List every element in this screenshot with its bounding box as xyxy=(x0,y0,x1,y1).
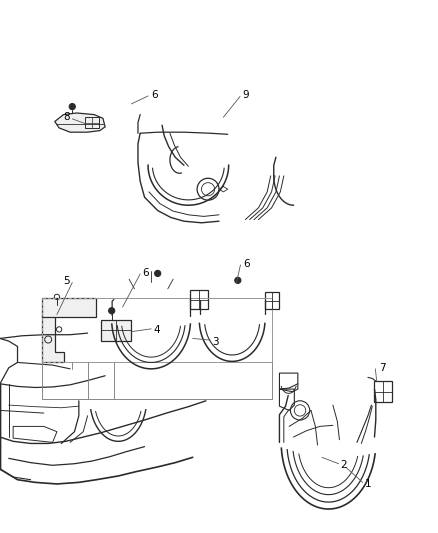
Text: 4: 4 xyxy=(153,326,160,335)
Polygon shape xyxy=(42,298,96,317)
Circle shape xyxy=(69,103,75,110)
Text: 5: 5 xyxy=(63,276,70,286)
Polygon shape xyxy=(101,320,131,341)
Text: 3: 3 xyxy=(212,337,219,346)
Text: 6: 6 xyxy=(151,90,158,100)
Polygon shape xyxy=(55,113,105,132)
Text: 1: 1 xyxy=(364,479,371,489)
Polygon shape xyxy=(42,314,64,362)
Circle shape xyxy=(155,270,161,277)
Text: 6: 6 xyxy=(142,268,149,278)
Text: 9: 9 xyxy=(243,90,250,100)
Text: 8: 8 xyxy=(63,112,70,122)
Text: 6: 6 xyxy=(243,259,250,269)
Text: 2: 2 xyxy=(340,460,347,470)
Text: 7: 7 xyxy=(378,363,385,373)
Circle shape xyxy=(109,308,115,314)
Circle shape xyxy=(235,277,241,284)
